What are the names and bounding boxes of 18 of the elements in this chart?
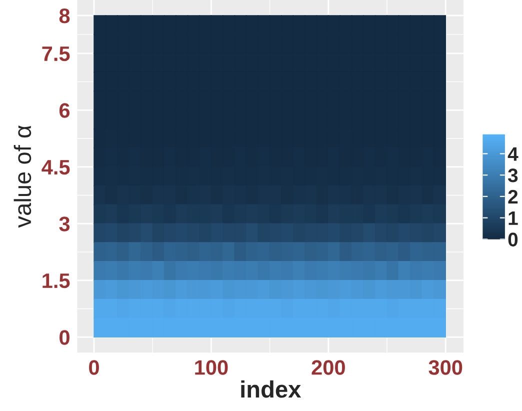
color-bar-label: 3 — [508, 168, 518, 182]
y-tick-label: 6 — [59, 103, 70, 118]
y-tick-label: 0 — [60, 330, 70, 345]
color-bar-label: 0 — [508, 232, 518, 246]
y-tick-label: 8 — [59, 8, 70, 24]
y-tick-label: 7.5 — [42, 46, 70, 62]
y-axis-title: value of α — [14, 126, 32, 228]
color-bar-label: 2 — [508, 190, 518, 204]
y-tick-label: 4.5 — [42, 160, 70, 175]
y-tick-label: 1.5 — [42, 274, 70, 288]
color-bar-label: 4 — [508, 147, 518, 161]
x-tick-label: 200 — [312, 360, 345, 375]
x-axis-title: index — [241, 380, 302, 398]
y-tick-label: 3 — [59, 216, 70, 232]
x-tick-label: 300 — [428, 360, 462, 375]
x-tick-label: 0 — [89, 360, 99, 375]
color-bar-label: 1 — [508, 211, 518, 225]
x-tick-label: 100 — [195, 360, 228, 375]
